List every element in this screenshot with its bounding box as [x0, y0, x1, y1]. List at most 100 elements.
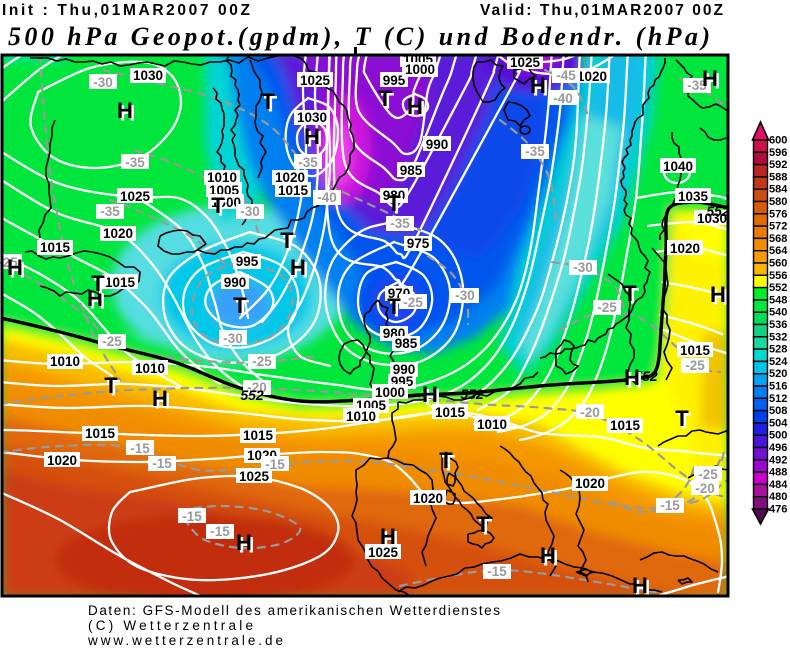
svg-text:-35: -35	[100, 204, 120, 219]
svg-text:T: T	[378, 86, 392, 111]
svg-text:-40: -40	[317, 190, 337, 205]
svg-text:596: 596	[769, 147, 787, 159]
svg-text:-45: -45	[556, 68, 576, 83]
svg-text:528: 528	[769, 344, 787, 356]
svg-text:H: H	[627, 368, 643, 393]
svg-text:H: H	[290, 255, 306, 280]
svg-text:1010: 1010	[135, 361, 165, 376]
svg-text:H: H	[702, 66, 718, 91]
svg-text:-25: -25	[252, 354, 272, 369]
svg-text:496: 496	[769, 442, 787, 454]
svg-text:1020: 1020	[275, 170, 305, 185]
svg-text:-20: -20	[580, 405, 600, 420]
svg-text:-15: -15	[152, 456, 172, 471]
svg-text:1015: 1015	[40, 240, 71, 255]
svg-text:-15: -15	[487, 564, 507, 579]
svg-text:H: H	[713, 285, 729, 310]
svg-text:-35: -35	[390, 216, 410, 231]
svg-text:T: T	[626, 284, 640, 309]
svg-text:995: 995	[383, 73, 406, 88]
svg-text:H: H	[117, 98, 133, 123]
svg-text:H: H	[540, 543, 556, 568]
svg-text:T: T	[439, 448, 453, 473]
svg-text:-25: -25	[698, 467, 718, 482]
svg-text:-40: -40	[553, 91, 573, 106]
svg-text:552: 552	[769, 282, 787, 294]
svg-text:584: 584	[769, 184, 788, 196]
svg-text:985: 985	[400, 163, 423, 178]
svg-text:476: 476	[769, 504, 787, 516]
svg-text:T: T	[476, 512, 490, 537]
svg-text:552: 552	[460, 386, 484, 402]
svg-text:H: H	[90, 289, 106, 314]
svg-text:1020: 1020	[47, 453, 77, 468]
svg-text:T: T	[479, 515, 493, 540]
svg-text:-30: -30	[455, 288, 475, 303]
svg-text:H: H	[632, 573, 648, 598]
svg-text:1020: 1020	[413, 491, 443, 506]
svg-text:1015: 1015	[610, 418, 641, 433]
svg-text:532: 532	[769, 331, 787, 343]
svg-text:Daten: GFS-Modell des amerikan: Daten: GFS-Modell des amerikanischen Wet…	[88, 603, 500, 618]
svg-text:H: H	[533, 76, 549, 101]
svg-text:1015: 1015	[105, 275, 136, 290]
svg-text:H: H	[543, 546, 559, 571]
svg-text:1030: 1030	[697, 211, 727, 226]
svg-text:-25: -25	[0, 255, 18, 270]
svg-text:-30: -30	[240, 204, 260, 219]
svg-text:-35: -35	[525, 144, 545, 159]
svg-text:-15: -15	[130, 441, 150, 456]
svg-text:T: T	[623, 281, 637, 306]
svg-text:H: H	[380, 524, 396, 549]
svg-text:995: 995	[236, 254, 259, 269]
svg-text:536: 536	[769, 319, 787, 331]
svg-text:1020: 1020	[577, 69, 607, 84]
svg-text:T: T	[94, 274, 108, 299]
svg-text:T: T	[387, 294, 401, 319]
svg-text:T: T	[390, 194, 404, 219]
svg-text:1020: 1020	[575, 476, 605, 491]
svg-text:T: T	[387, 191, 401, 216]
svg-text:980: 980	[383, 188, 406, 203]
svg-text:T: T	[236, 296, 250, 321]
svg-text:T: T	[442, 451, 456, 476]
svg-text:1015: 1015	[278, 183, 309, 198]
svg-text:1015: 1015	[680, 343, 711, 358]
svg-text:552: 552	[706, 203, 730, 219]
svg-text:H: H	[425, 385, 441, 410]
svg-text:T: T	[678, 409, 692, 434]
svg-text:516: 516	[769, 381, 787, 393]
svg-text:T: T	[280, 228, 294, 253]
svg-text:552: 552	[634, 368, 658, 384]
svg-text:568: 568	[769, 233, 787, 245]
svg-text:-15: -15	[660, 498, 680, 513]
svg-text:520: 520	[769, 368, 787, 380]
svg-text:484: 484	[769, 479, 788, 491]
svg-text:T: T	[107, 376, 121, 401]
svg-text:500: 500	[769, 430, 787, 442]
svg-text:-25: -25	[102, 334, 122, 349]
svg-text:T: T	[214, 196, 228, 221]
svg-text:1020: 1020	[670, 241, 700, 256]
svg-text:-35: -35	[125, 155, 145, 170]
svg-text:T: T	[675, 406, 689, 431]
svg-text:-25: -25	[403, 295, 423, 310]
svg-text:H: H	[307, 127, 323, 152]
svg-text:Valid: Thu,01MAR2007 00Z: Valid: Thu,01MAR2007 00Z	[480, 2, 724, 19]
svg-text:T: T	[91, 271, 105, 296]
svg-text:-15: -15	[265, 457, 285, 472]
svg-text:-20: -20	[247, 380, 267, 395]
svg-text:1015: 1015	[85, 426, 116, 441]
svg-text:-15: -15	[210, 524, 230, 539]
svg-text:600: 600	[769, 135, 787, 147]
svg-text:-25: -25	[597, 300, 617, 315]
svg-text:1020: 1020	[103, 226, 133, 241]
svg-text:T: T	[233, 293, 247, 318]
svg-text:H: H	[152, 386, 168, 411]
svg-text:H: H	[407, 94, 423, 119]
svg-text:504: 504	[769, 417, 788, 429]
svg-text:1025: 1025	[368, 545, 399, 560]
svg-text:556: 556	[769, 270, 787, 282]
svg-text:-20: -20	[695, 481, 715, 496]
svg-text:512: 512	[769, 393, 787, 405]
